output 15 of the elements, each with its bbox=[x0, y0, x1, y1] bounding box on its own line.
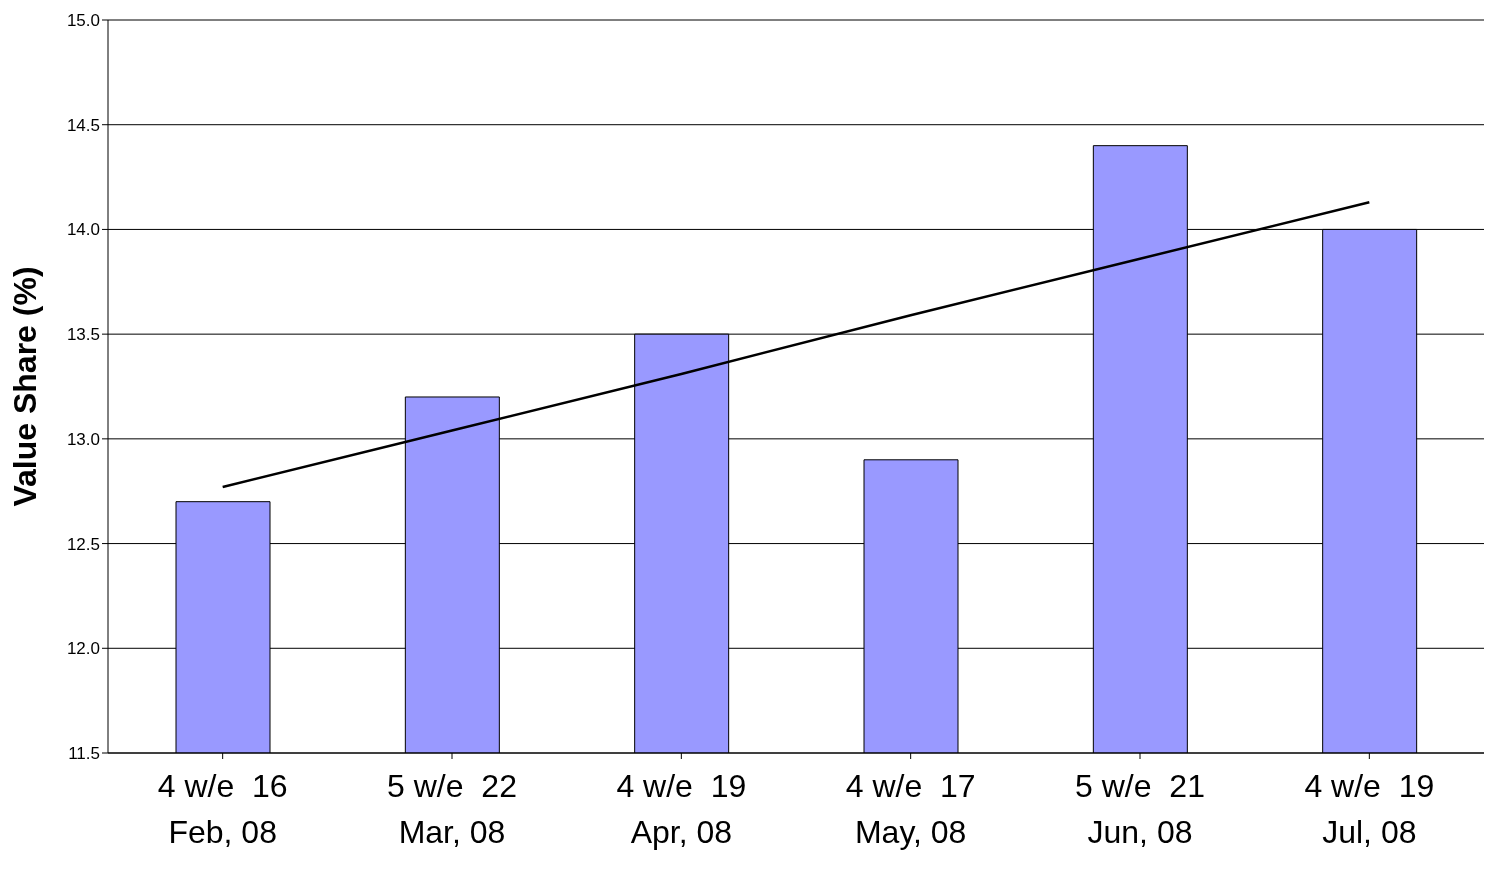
x-tick-label: 5 w/e 21 Jun, 08 bbox=[1075, 768, 1205, 850]
y-tick-label: 12.5 bbox=[66, 534, 100, 554]
y-tick-label: 12.0 bbox=[66, 639, 100, 659]
y-tick-label: 14.5 bbox=[66, 115, 100, 135]
x-tick-label: 4 w/e 17 May, 08 bbox=[845, 768, 976, 850]
x-tick-label: 4 w/e 16 Feb, 08 bbox=[157, 768, 288, 850]
y-tick-label: 14.0 bbox=[66, 220, 100, 240]
y-tick-label: 15.0 bbox=[66, 11, 100, 31]
y-tick-label: 13.5 bbox=[66, 325, 100, 345]
x-tick-label: 5 w/e 22 Mar, 08 bbox=[387, 768, 517, 850]
y-axis-title: Value Share (%) bbox=[7, 266, 44, 507]
x-tick-label: 4 w/e 19 Jul, 08 bbox=[1304, 768, 1435, 850]
y-tick-label: 13.0 bbox=[66, 429, 100, 449]
y-tick-label: 11.5 bbox=[68, 744, 100, 764]
x-tick-label: 4 w/e 19 Apr, 08 bbox=[616, 768, 747, 850]
